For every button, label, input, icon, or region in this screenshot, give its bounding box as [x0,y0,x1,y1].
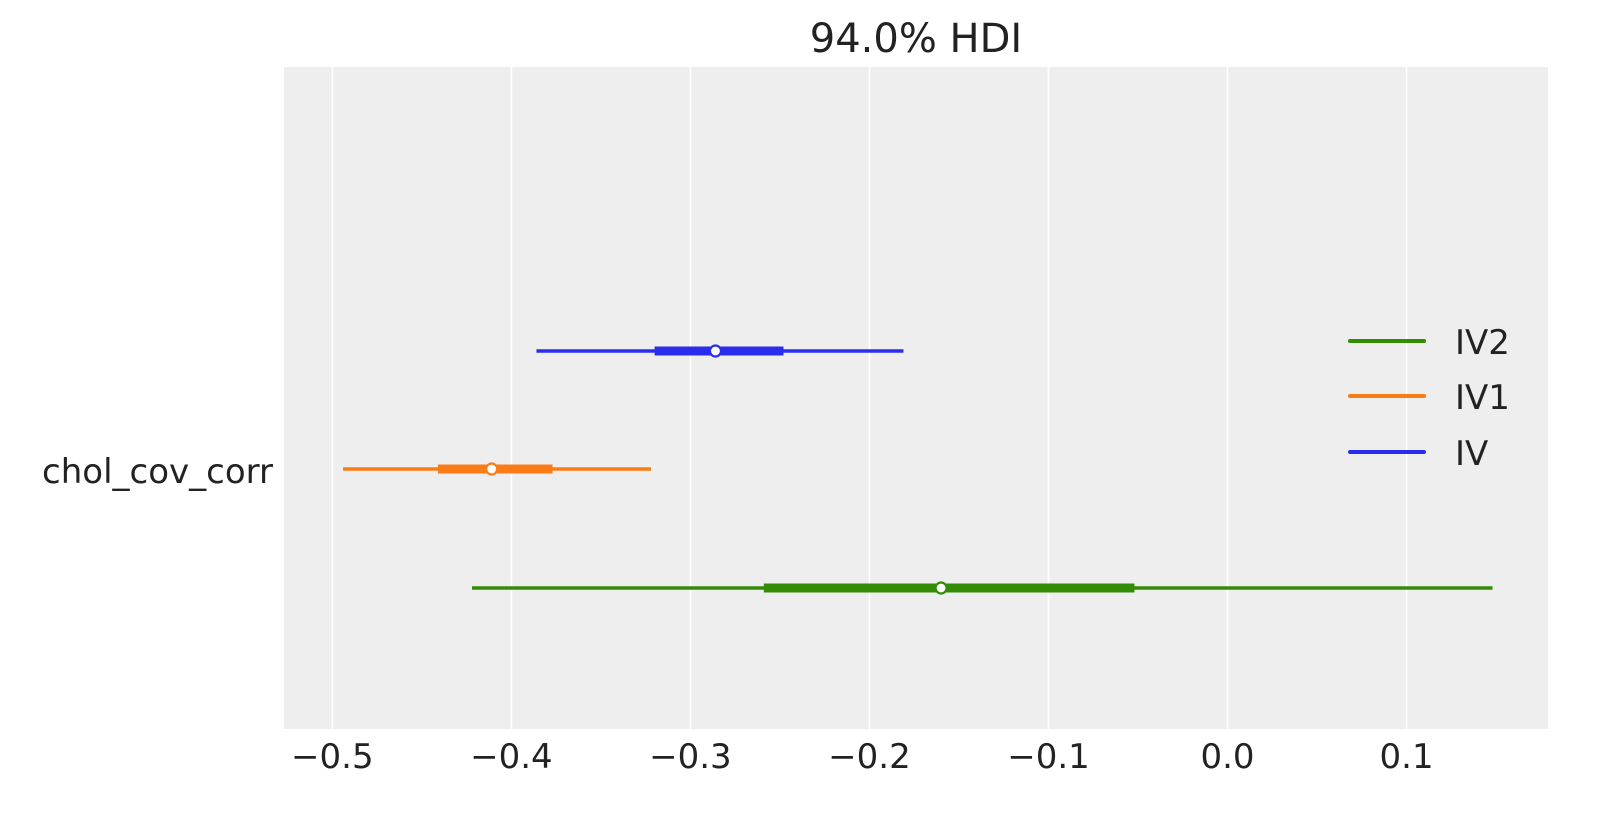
x-tick-label: 0.0 [1200,737,1254,777]
point-estimate [934,581,948,595]
x-tick-label: −0.1 [1007,737,1090,777]
series-IV1 [343,462,652,476]
legend: IV2 IV1 IV [1348,323,1510,474]
series-IV2 [471,581,1493,595]
x-tick-labels: −0.5 −0.4 −0.3 −0.2 −0.1 0.0 0.1 [291,737,1434,777]
x-tick-label: −0.2 [828,737,911,777]
series-marks [343,344,1493,595]
x-tick-label: −0.5 [291,737,374,777]
point-estimate [485,462,499,476]
legend-label: IV1 [1455,378,1510,418]
legend-label: IV [1455,434,1488,474]
point-estimate [708,344,723,358]
series-IV [536,344,904,358]
chart-title: 94.0% HDI [810,16,1022,62]
y-tick-label: chol_cov_corr [42,452,273,492]
x-tick-label: 0.1 [1380,737,1434,777]
plot-area [284,67,1548,729]
x-tick-label: −0.3 [649,737,732,777]
x-tick-label: −0.4 [470,737,553,777]
x-grid [331,67,1408,729]
legend-label: IV2 [1455,323,1510,363]
